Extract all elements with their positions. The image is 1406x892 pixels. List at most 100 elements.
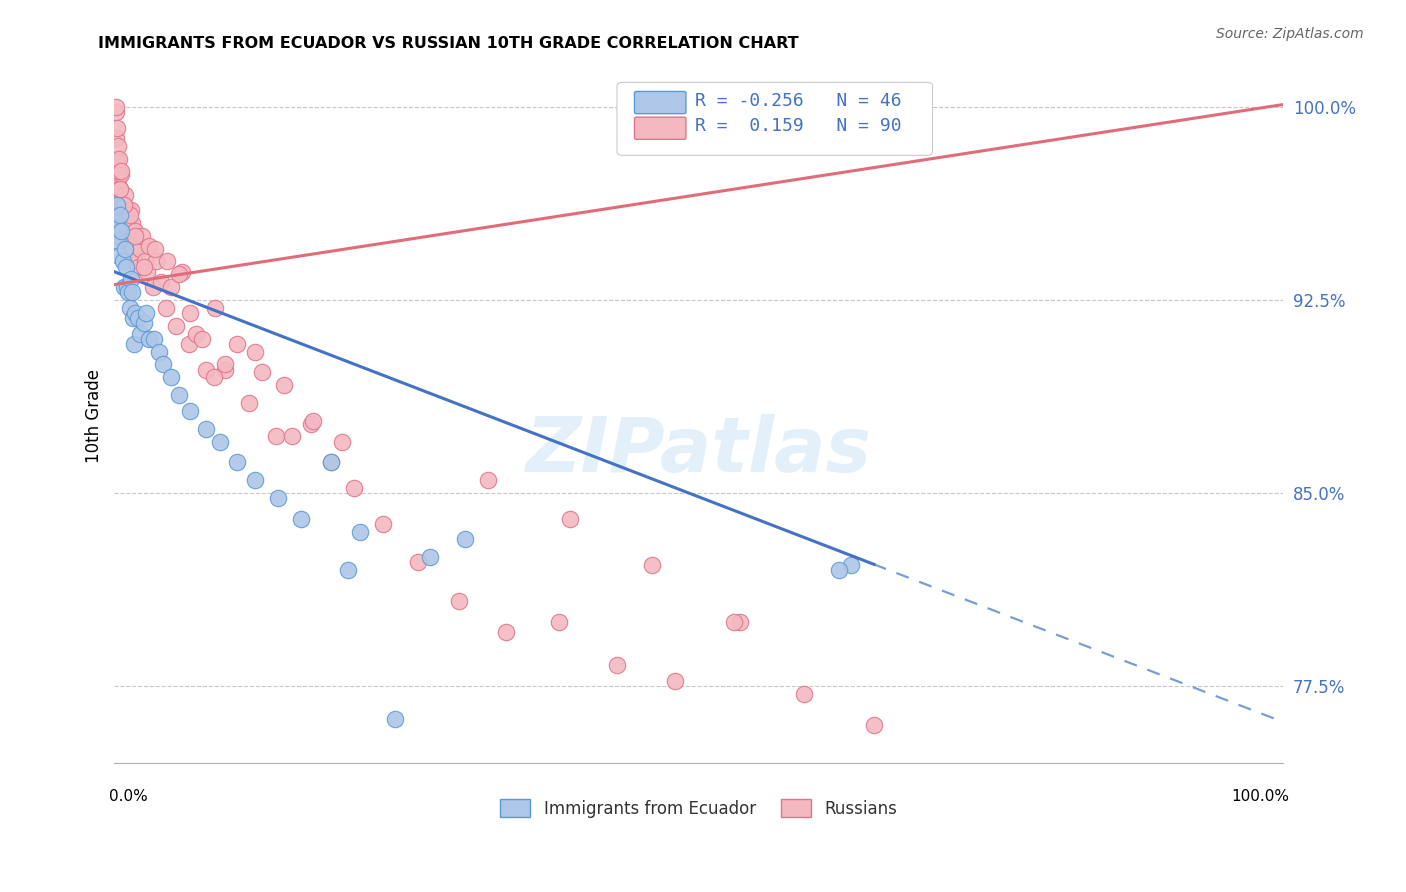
- Point: [477, 473, 499, 487]
- Point: [290, 512, 312, 526]
- Point: [179, 336, 201, 351]
- Point: [105, 152, 128, 166]
- Point: [136, 265, 159, 279]
- Point: [641, 558, 664, 572]
- Point: [148, 344, 170, 359]
- Point: [194, 422, 217, 436]
- Point: [104, 131, 127, 145]
- Point: [124, 224, 146, 238]
- Point: [124, 254, 146, 268]
- Point: [108, 182, 131, 196]
- Point: [145, 254, 167, 268]
- Point: [114, 242, 136, 256]
- Point: [132, 316, 155, 330]
- Point: [122, 311, 145, 326]
- Point: [117, 280, 139, 294]
- Point: [373, 516, 395, 531]
- Point: [264, 429, 287, 443]
- Point: [828, 563, 851, 577]
- Point: [191, 332, 214, 346]
- Point: [267, 491, 290, 505]
- Point: [104, 216, 127, 230]
- Point: [273, 378, 295, 392]
- Point: [214, 357, 236, 371]
- Point: [110, 167, 132, 181]
- Point: [384, 712, 406, 726]
- Point: [107, 221, 129, 235]
- Point: [159, 370, 181, 384]
- Text: 100.0%: 100.0%: [1232, 789, 1289, 804]
- Point: [108, 213, 131, 227]
- Point: [226, 455, 249, 469]
- Point: [118, 301, 141, 315]
- Point: [107, 138, 129, 153]
- Point: [121, 285, 143, 300]
- Point: [114, 187, 136, 202]
- Point: [343, 481, 366, 495]
- Point: [863, 717, 886, 731]
- Point: [449, 594, 471, 608]
- Point: [111, 198, 134, 212]
- Point: [115, 260, 138, 274]
- Point: [337, 563, 360, 577]
- Point: [250, 365, 273, 379]
- Point: [107, 164, 129, 178]
- Point: [105, 228, 128, 243]
- Legend: Immigrants from Ecuador, Russians: Immigrants from Ecuador, Russians: [494, 793, 904, 824]
- Point: [204, 301, 226, 315]
- Point: [112, 198, 135, 212]
- Point: [107, 234, 129, 248]
- Point: [105, 120, 128, 135]
- Point: [547, 615, 569, 629]
- Point: [112, 213, 135, 227]
- Point: [120, 202, 142, 217]
- Point: [454, 533, 477, 547]
- Point: [138, 239, 160, 253]
- Point: [143, 332, 166, 346]
- Point: [152, 357, 174, 371]
- Point: [330, 434, 353, 449]
- Point: [129, 326, 152, 341]
- Point: [108, 249, 131, 263]
- Point: [302, 807, 325, 822]
- Point: [419, 550, 441, 565]
- Point: [179, 306, 201, 320]
- Point: [117, 285, 139, 300]
- Point: [319, 455, 342, 469]
- Text: IMMIGRANTS FROM ECUADOR VS RUSSIAN 10TH GRADE CORRELATION CHART: IMMIGRANTS FROM ECUADOR VS RUSSIAN 10TH …: [98, 36, 799, 51]
- Point: [319, 455, 342, 469]
- Point: [115, 219, 138, 233]
- Point: [664, 673, 686, 688]
- Point: [117, 234, 139, 248]
- Point: [129, 242, 152, 256]
- Point: [606, 658, 628, 673]
- Point: [114, 228, 136, 243]
- Point: [156, 254, 179, 268]
- Point: [105, 198, 128, 212]
- Point: [127, 260, 149, 274]
- Point: [406, 556, 429, 570]
- Point: [110, 224, 132, 238]
- Point: [243, 473, 266, 487]
- Point: [495, 624, 517, 639]
- Point: [112, 280, 135, 294]
- Point: [281, 429, 304, 443]
- Point: [107, 172, 129, 186]
- Point: [167, 268, 190, 282]
- Point: [124, 228, 146, 243]
- Point: [839, 558, 862, 572]
- Point: [150, 275, 173, 289]
- Point: [155, 301, 177, 315]
- Point: [202, 370, 225, 384]
- Point: [105, 198, 128, 212]
- Point: [110, 164, 132, 178]
- Point: [135, 306, 157, 320]
- Point: [167, 388, 190, 402]
- Point: [110, 224, 132, 238]
- Point: [165, 318, 187, 333]
- Point: [108, 152, 131, 166]
- Point: [118, 234, 141, 248]
- Point: [728, 615, 751, 629]
- Point: [121, 216, 143, 230]
- Point: [105, 182, 128, 196]
